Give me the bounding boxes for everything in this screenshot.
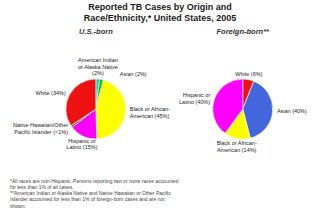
data-label: White (34%) — [35, 90, 65, 96]
data-label-line: Black or African- — [217, 140, 257, 146]
title-line: Reported TB Cases by Origin and — [88, 2, 232, 12]
data-label-line: White (6%) — [235, 71, 262, 77]
data-label-line: Latino (40%) — [179, 99, 210, 105]
data-label-line: Native Hawaiian/Other — [13, 123, 68, 129]
footnote-line: for less than 1% of all cases. — [10, 184, 74, 190]
footnote-line: *All races are non-Hispanic. Persons rep… — [10, 178, 179, 184]
data-label-line: Asian (2%) — [120, 71, 147, 77]
data-label: Asian (2%) — [120, 71, 147, 77]
footnote: *All races are non-Hispanic. Persons rep… — [10, 178, 179, 208]
data-label-line: Hispanic or — [183, 92, 211, 98]
data-label-line: Black or African- — [130, 106, 170, 112]
data-label-line: Latino (15%) — [66, 144, 97, 150]
data-label: Native Hawaiian/OtherPacific Islander (<… — [13, 123, 68, 136]
data-label: White (6%) — [235, 71, 262, 77]
pie-slice — [96, 80, 126, 139]
footnote-line: **American Indian or Alaska Native and N… — [10, 190, 171, 196]
data-label-line: Asian (40%) — [277, 108, 307, 114]
data-label: Black or African-American (14%) — [217, 140, 257, 153]
pie-group: White (6%) Asian (40%) Black or African-Am… — [179, 71, 307, 153]
subtitle: U.S.-born — [79, 27, 113, 36]
footnote-line: Islander accounted for less than 1% of f… — [10, 196, 165, 202]
data-label-line: White (34%) — [35, 90, 65, 96]
background — [0, 0, 320, 213]
pie-slice — [66, 79, 96, 126]
pie-slice — [213, 79, 243, 133]
title: Reported TB Cases by Origin andRace/Ethn… — [84, 2, 236, 23]
subtitle: Foreign-born** — [217, 27, 271, 36]
footnote-line: shown. — [10, 203, 26, 209]
chart: Reported TB Cases by Origin andRace/Ethn… — [0, 0, 320, 213]
title-line: Race/Ethnicity,* United States, 2005 — [84, 13, 236, 23]
data-label: Hispanic orLatino (15%) — [66, 138, 97, 151]
data-label-line: Pacific Islander (<1%) — [14, 129, 68, 135]
data-label-line: or Alaska Native — [78, 64, 118, 70]
data-label-line: American Indian — [78, 57, 118, 63]
data-label-line: (2%) — [92, 70, 104, 76]
data-label: American Indianor Alaska Native(2%) — [78, 57, 118, 76]
pie-group: American Indianor Alaska Native(2%)Asian… — [13, 57, 170, 150]
data-label: Hispanic orLatino (40%) — [179, 92, 210, 105]
data-label-line: American (45%) — [130, 113, 170, 119]
data-label-line: American (14%) — [217, 147, 257, 153]
data-label-line: Hispanic or — [68, 138, 96, 144]
data-label: Black or African-American (45%) — [130, 106, 170, 119]
data-label: Asian (40%) — [277, 108, 307, 114]
